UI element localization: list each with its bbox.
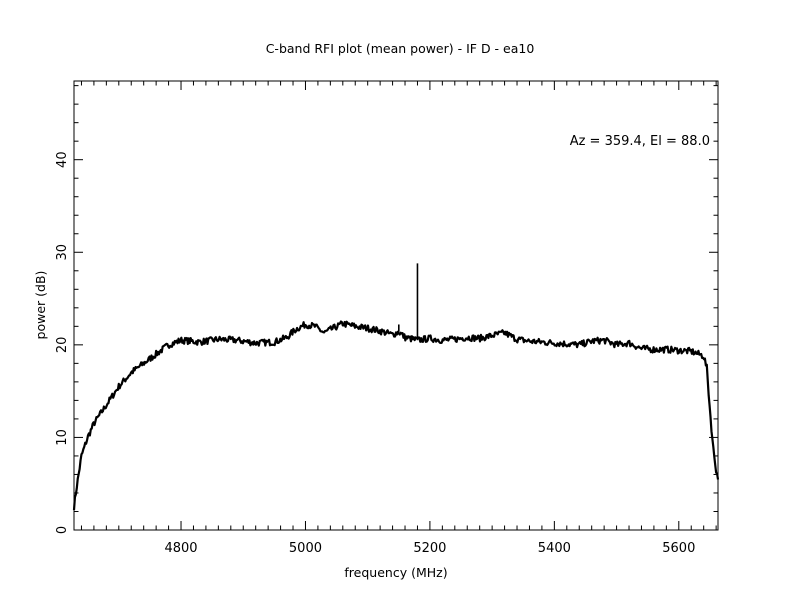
- x-tick-label-5400: 5400: [538, 541, 571, 556]
- plot-frame: [73, 80, 719, 531]
- y-axis-label: power (dB): [33, 271, 48, 340]
- x-tick-label-5000: 5000: [289, 541, 322, 556]
- rfi-spikes: [397, 263, 419, 341]
- series-mean-power-line: [72, 320, 720, 511]
- x-tick-label-4800: 4800: [164, 541, 197, 556]
- y-tick-label-10: 10: [55, 429, 70, 446]
- chart-title: C-band RFI plot (mean power) - IF D - ea…: [266, 41, 535, 56]
- x-axis-label: frequency (MHz): [344, 565, 447, 580]
- y-tick-label-40: 40: [55, 151, 70, 168]
- y-tick-label-20: 20: [55, 337, 70, 354]
- y-tick-label-30: 30: [55, 244, 70, 261]
- x-tick-label-5600: 5600: [662, 541, 695, 556]
- az-el-annotation: Az = 359.4, El = 88.0: [570, 134, 710, 149]
- x-tick-label-5200: 5200: [413, 541, 446, 556]
- major-ticks: [74, 81, 718, 531]
- y-tick-labels: 0 10 20 30 40: [55, 151, 70, 534]
- y-tick-label-0: 0: [55, 526, 70, 534]
- x-tick-labels: 4800 5000 5200 5400 5600: [164, 541, 695, 556]
